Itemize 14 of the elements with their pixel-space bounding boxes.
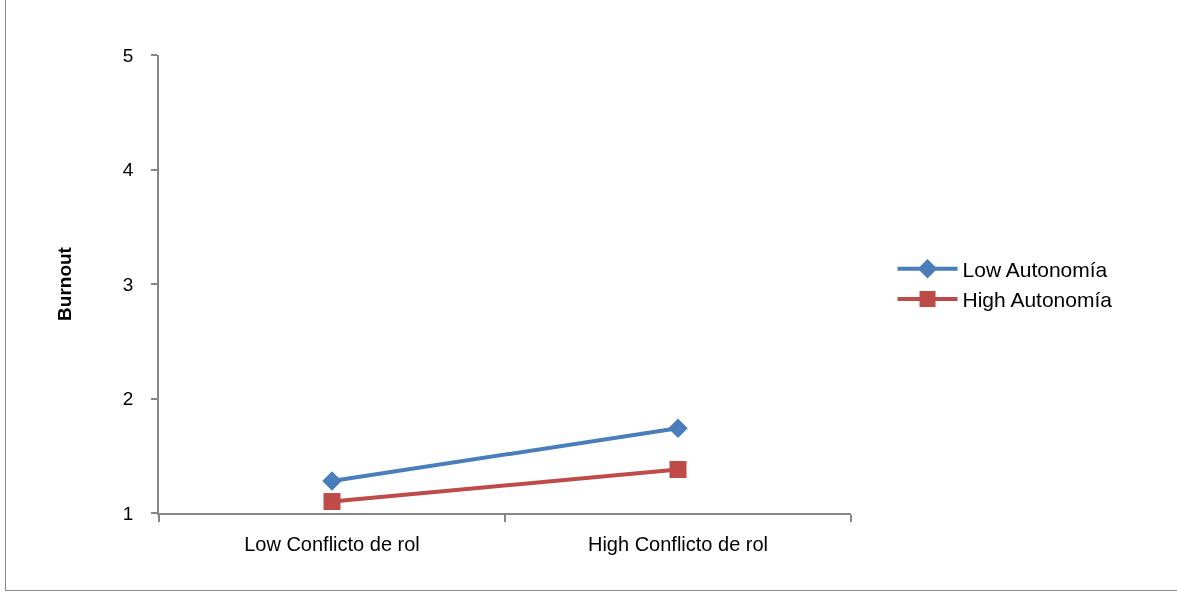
y-tick-label: 1 bbox=[122, 502, 134, 524]
point bbox=[669, 460, 687, 478]
x-tick-label: Low Conflicto de rol bbox=[244, 532, 420, 555]
legend-label: High Autonomía bbox=[962, 288, 1113, 312]
point bbox=[322, 471, 342, 491]
y-axis-title: Burnout bbox=[54, 246, 76, 321]
y-tick-label: 3 bbox=[122, 273, 134, 295]
point bbox=[323, 493, 341, 511]
y-tick-label: 5 bbox=[122, 44, 134, 66]
x-tick-label: High Conflicto de rol bbox=[587, 532, 769, 555]
y-tick-label: 4 bbox=[122, 159, 134, 181]
y-tick-label: 2 bbox=[122, 388, 134, 410]
point bbox=[668, 418, 688, 439]
legend-label: Low Autonomía bbox=[962, 257, 1108, 281]
